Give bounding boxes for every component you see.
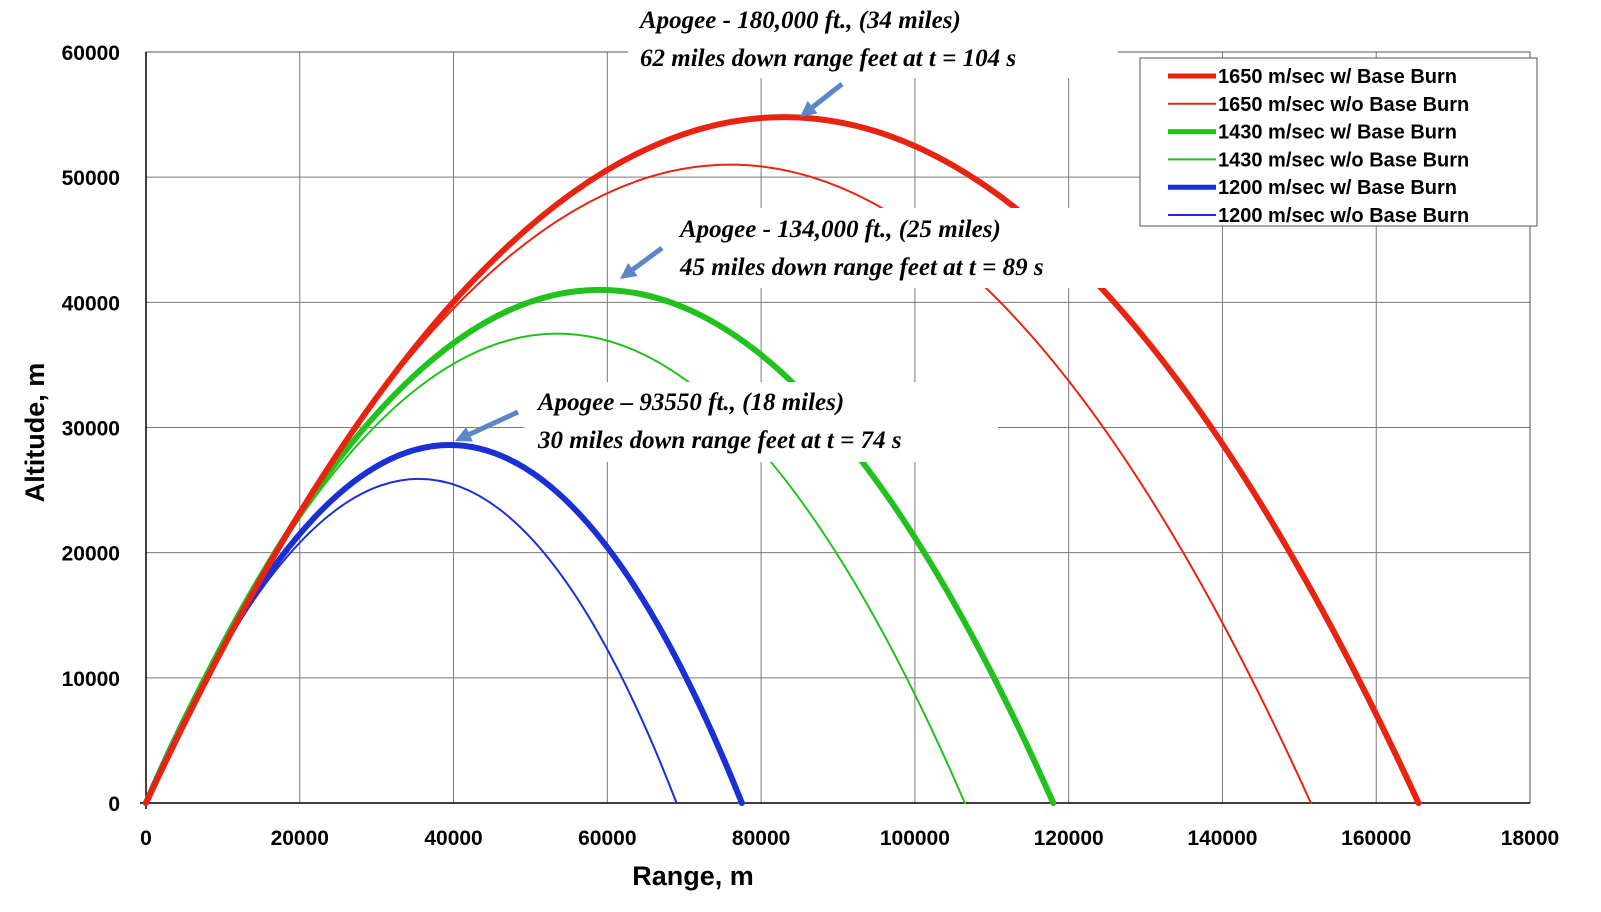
annotation-line-2: 62 miles down range feet at t = 104 s (640, 45, 1016, 72)
legend-box (1139, 57, 1538, 227)
x-tick-label: 20000 (271, 827, 329, 850)
y-tick-label: 10000 (62, 668, 120, 691)
y-tick-label: 50000 (62, 167, 120, 190)
x-tick-label: 120000 (1034, 827, 1104, 850)
x-axis-title: Range, m (632, 861, 754, 891)
annotation-arrowhead (620, 263, 638, 279)
x-tick-label: 140000 (1187, 827, 1257, 850)
legend-label-4: 1430 m/sec w/o Base Burn (1218, 149, 1469, 171)
annotation-arrow (631, 245, 664, 272)
annotation-arrowhead (455, 427, 473, 442)
annotation-background (524, 382, 998, 462)
annotation-line-2: 45 miles down range feet at t = 89 s (679, 254, 1044, 281)
y-tick-label: 20000 (62, 543, 120, 566)
y-tick-label: 40000 (62, 292, 120, 315)
x-tick-label: 160000 (1341, 827, 1411, 850)
annotation-line-1: Apogee - 180,000 ft., (34 miles) (638, 7, 961, 34)
annotation-arrow (811, 82, 844, 110)
y-tick-label: 0 (108, 793, 120, 816)
x-tick-label: 80000 (732, 827, 790, 850)
x-tick-label: 60000 (578, 827, 636, 850)
annotation-arrow (468, 409, 520, 437)
annotation-background (628, 2, 1118, 78)
x-tick-label: 100000 (880, 827, 950, 850)
legend-label-3: 1430 m/sec w/ Base Burn (1218, 122, 1457, 144)
legend-label-5: 1200 m/sec w/ Base Burn (1218, 177, 1457, 199)
legend-label-2: 1650 m/sec w/o Base Burn (1218, 94, 1469, 116)
series-line-1 (143, 114, 1422, 806)
legend-label-6: 1200 m/sec w/o Base Burn (1218, 205, 1469, 227)
y-axis-title: Altitude, m (20, 363, 50, 503)
x-tick-label: 0 (140, 827, 152, 850)
annotation-arrowhead (800, 100, 818, 117)
legend-label-1: 1650 m/sec w/ Base Burn (1218, 66, 1457, 88)
annotation-line-2: 30 miles down range feet at t = 74 s (537, 427, 902, 454)
y-tick-label: 30000 (62, 418, 120, 441)
x-tick-label: 40000 (424, 827, 482, 850)
y-tick-label: 60000 (62, 42, 120, 65)
annotation-line-1: Apogee - 134,000 ft., (25 miles) (678, 216, 1001, 243)
annotation-line-1: Apogee – 93550 ft., (18 miles) (536, 389, 844, 416)
x-tick-label: 18000 (1501, 827, 1559, 850)
annotation-background (668, 208, 1146, 288)
